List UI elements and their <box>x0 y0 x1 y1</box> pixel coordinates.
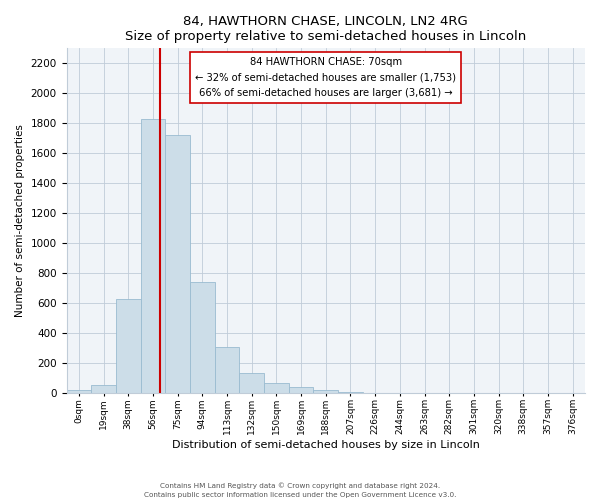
Bar <box>289 386 313 392</box>
Bar <box>239 373 264 392</box>
Y-axis label: Number of semi-detached properties: Number of semi-detached properties <box>15 124 25 317</box>
Bar <box>67 390 91 392</box>
Bar <box>215 347 239 393</box>
Bar <box>190 282 215 393</box>
Bar <box>140 118 165 392</box>
Bar <box>116 299 140 392</box>
X-axis label: Distribution of semi-detached houses by size in Lincoln: Distribution of semi-detached houses by … <box>172 440 480 450</box>
Title: 84, HAWTHORN CHASE, LINCOLN, LN2 4RG
Size of property relative to semi-detached : 84, HAWTHORN CHASE, LINCOLN, LN2 4RG Siz… <box>125 15 526 43</box>
Text: Contains HM Land Registry data © Crown copyright and database right 2024.
Contai: Contains HM Land Registry data © Crown c… <box>144 482 456 498</box>
Bar <box>91 385 116 392</box>
Bar <box>165 135 190 392</box>
Bar <box>313 390 338 392</box>
Text: 84 HAWTHORN CHASE: 70sqm
← 32% of semi-detached houses are smaller (1,753)
66% o: 84 HAWTHORN CHASE: 70sqm ← 32% of semi-d… <box>195 57 456 98</box>
Bar <box>264 383 289 392</box>
